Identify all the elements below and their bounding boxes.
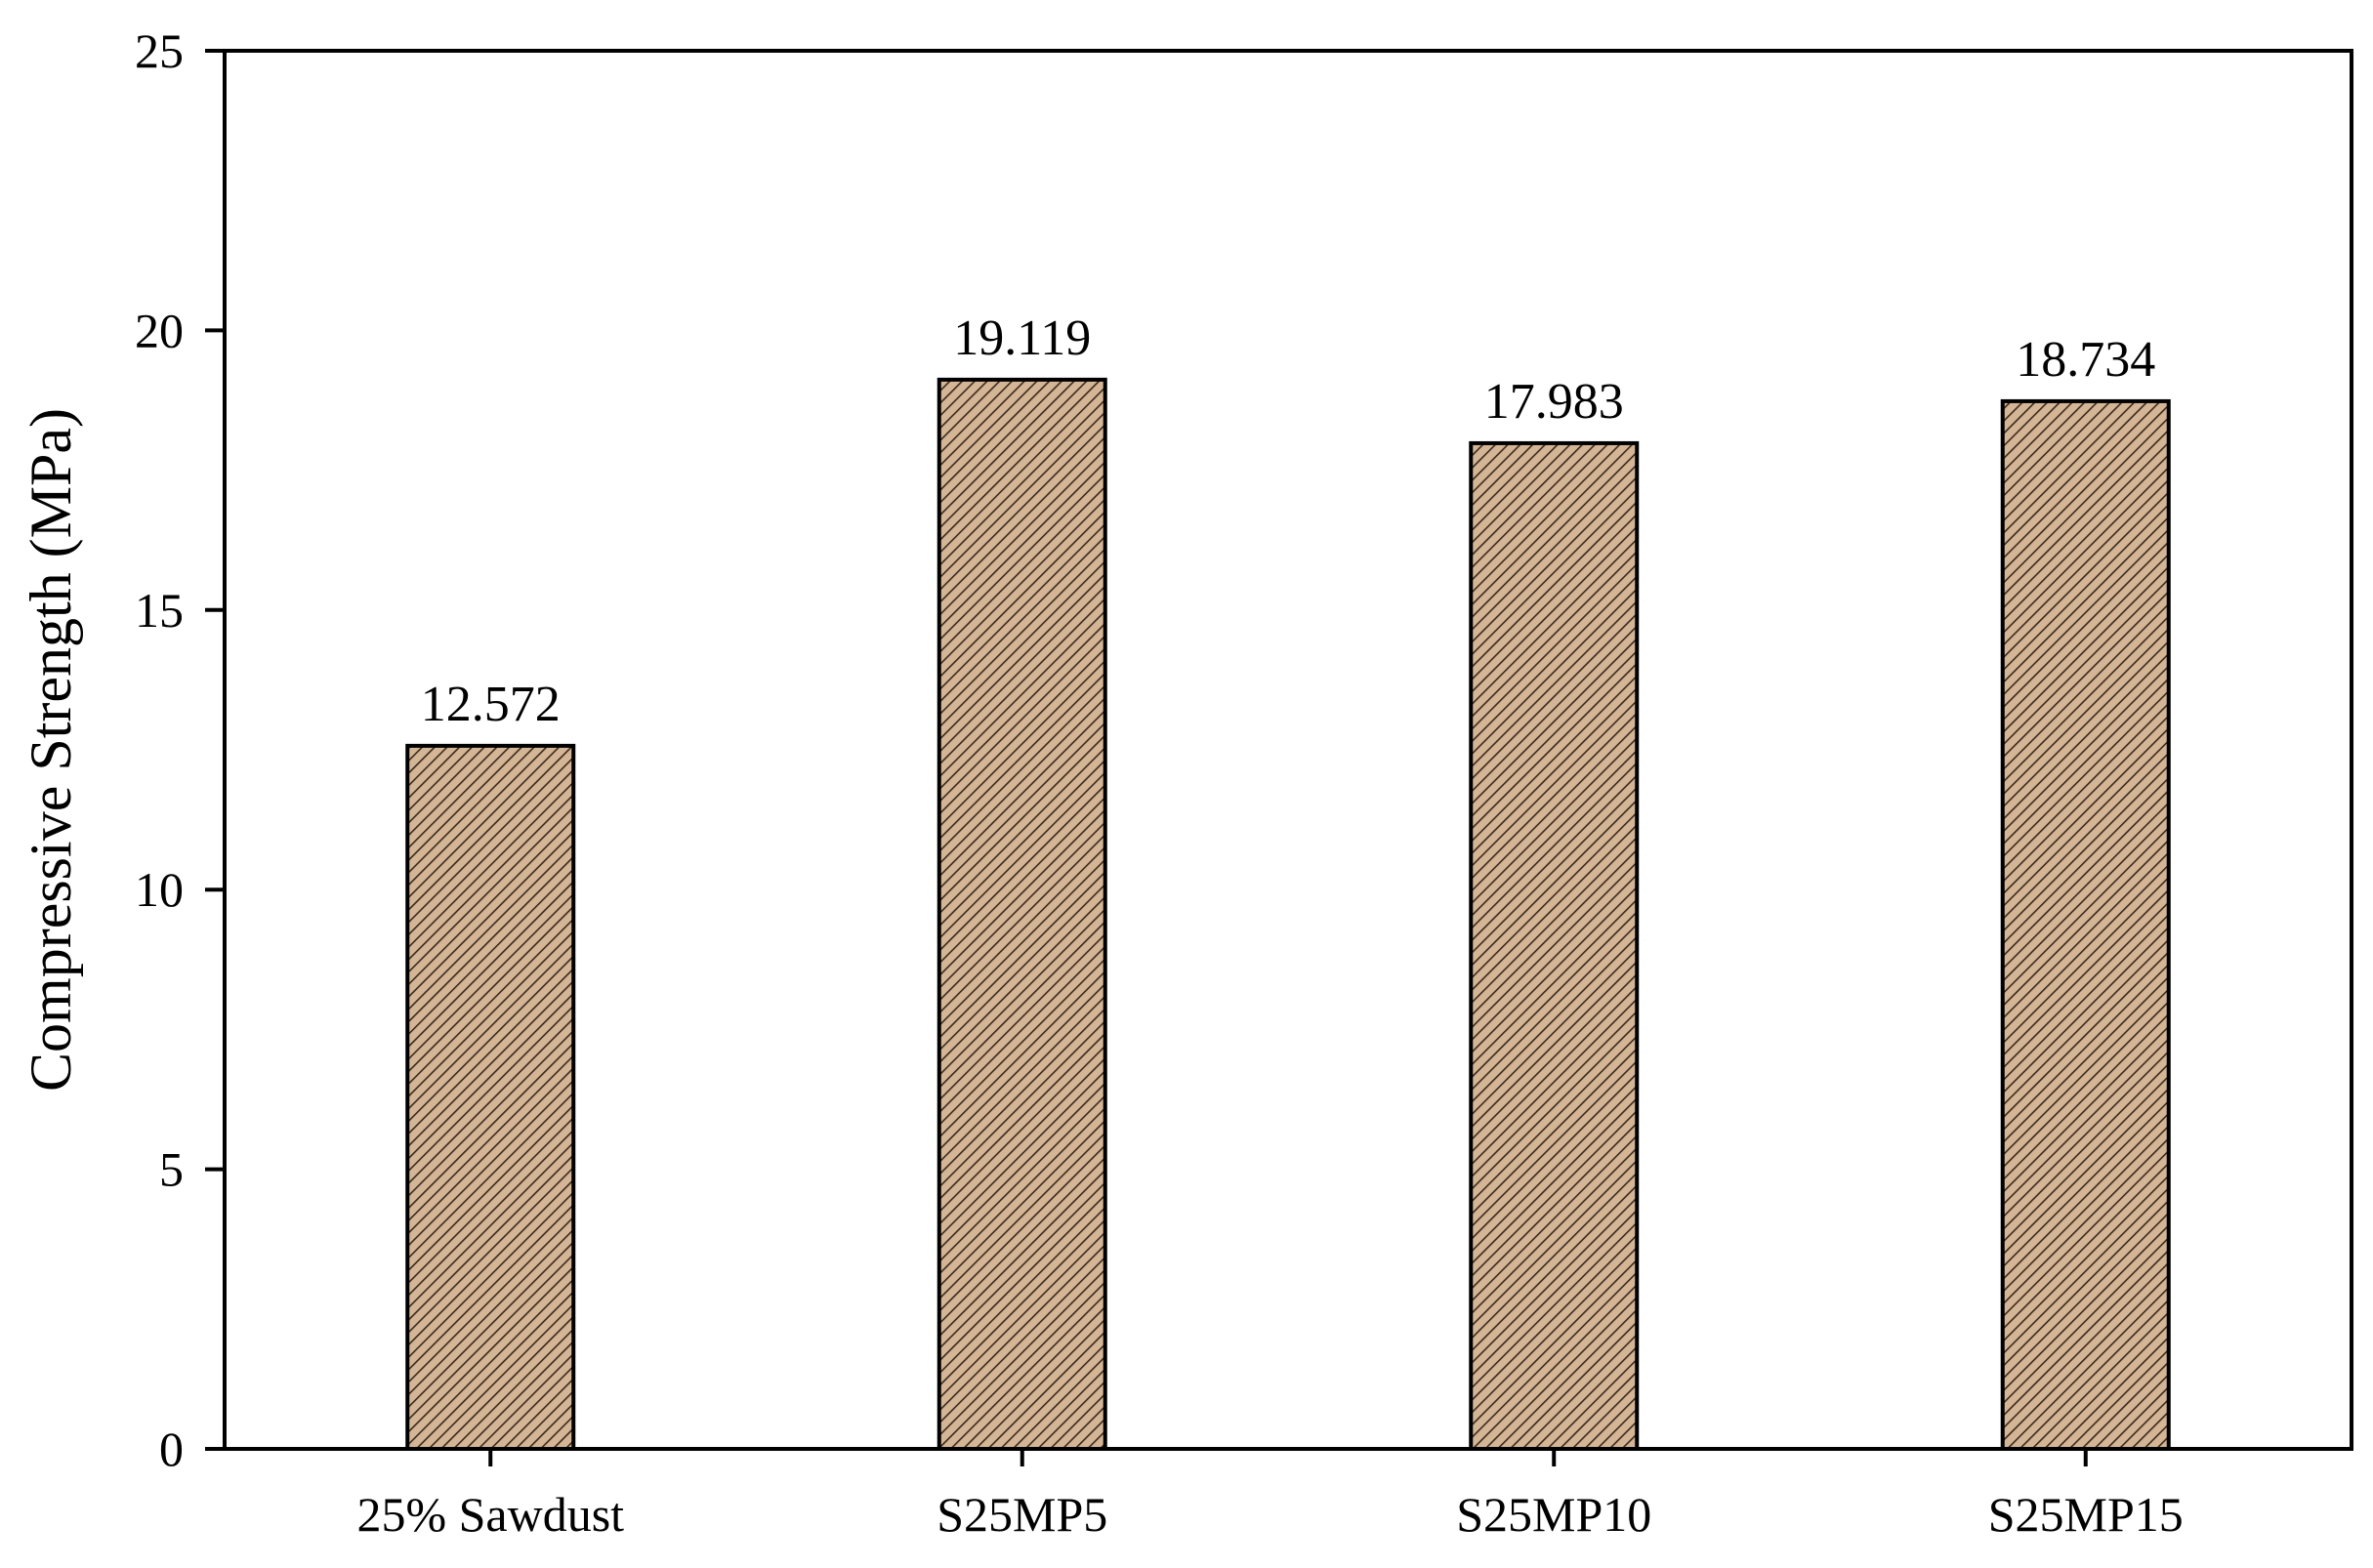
y-tick-label-0: 0 [159,1422,184,1476]
bar-2 [1469,440,1640,1452]
bars-layer [405,377,2171,1452]
x-axis: 25% Sawdust S25MP5 S25MP10 S25MP15 [356,1449,2184,1542]
data-labels-layer: 12.572 19.119 17.983 18.734 [421,310,2156,732]
y-tick-label-4: 20 [135,303,184,357]
bar-3 [2000,398,2171,1451]
y-tick-label-1: 5 [159,1142,184,1197]
x-category-label-2: S25MP10 [1456,1487,1651,1542]
data-label-1: 19.119 [953,310,1091,366]
data-label-3: 18.734 [2016,332,2155,388]
y-axis-title: Compressive Strength (MPa) [19,408,83,1092]
y-axis: 0 5 10 15 20 25 [135,23,225,1476]
x-category-label-1: S25MP5 [937,1487,1107,1542]
x-category-label-3: S25MP15 [1988,1487,2184,1542]
y-tick-label-2: 10 [135,862,184,917]
plot-area-frame [223,49,2353,1451]
y-tick-label-3: 15 [135,583,184,638]
y-tick-label-5: 25 [135,23,184,78]
bar-0 [405,743,576,1451]
data-label-0: 12.572 [421,677,561,732]
bar-1 [937,377,1107,1452]
data-label-2: 17.983 [1484,374,1624,430]
x-category-label-0: 25% Sawdust [356,1487,624,1542]
